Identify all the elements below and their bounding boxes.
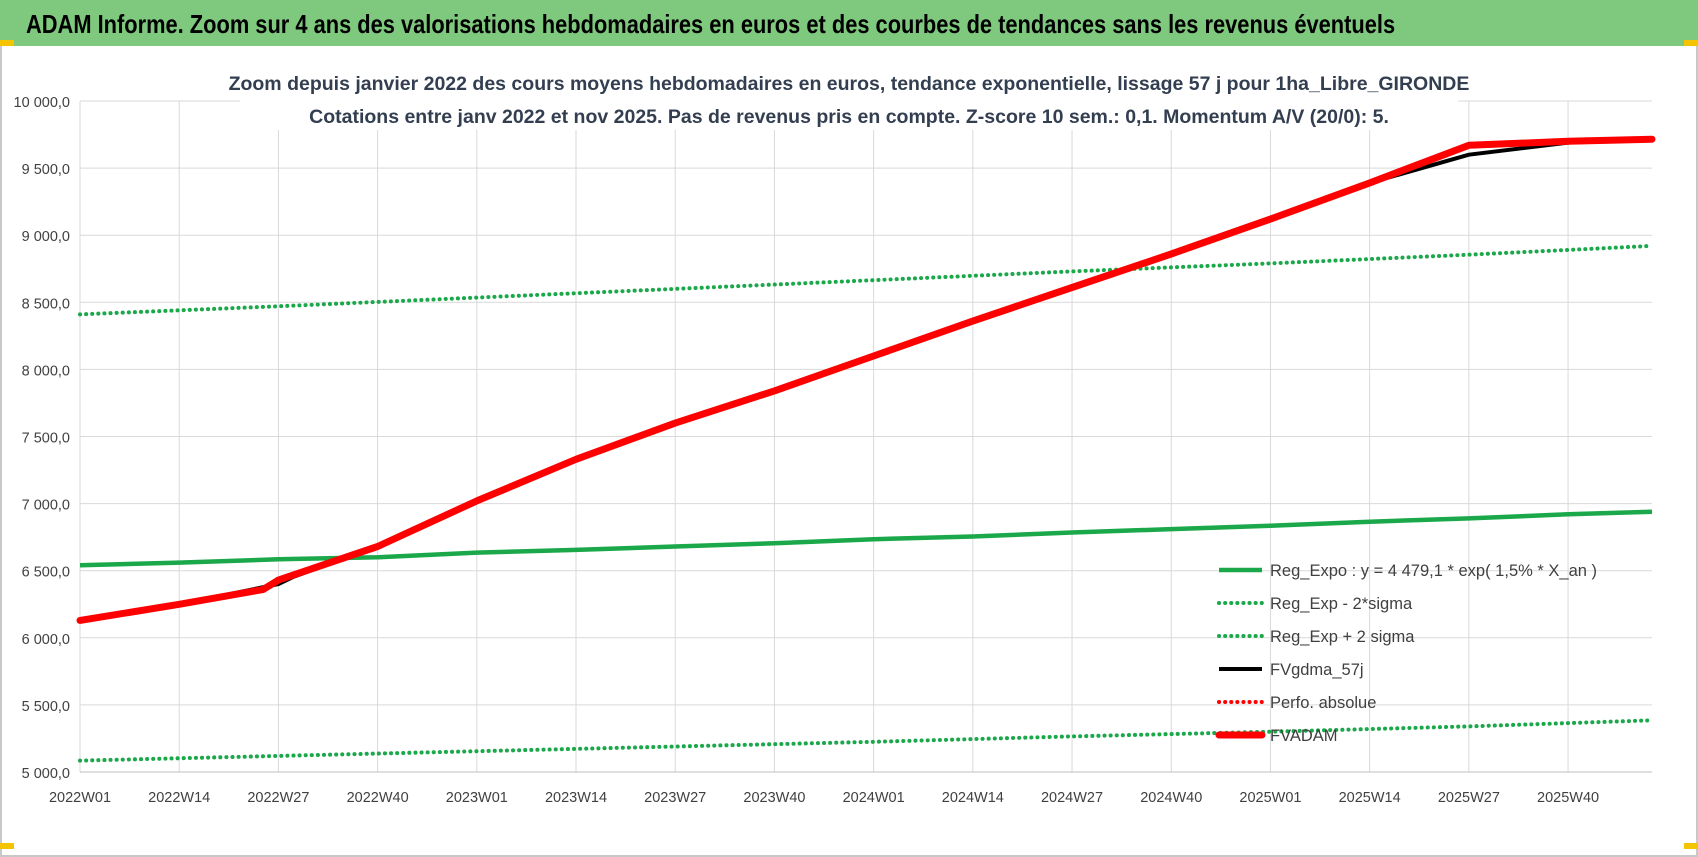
corner-marker	[0, 40, 14, 46]
x-tick-label: 2023W01	[446, 790, 508, 806]
series-line-reg-exp-2-sigma	[78, 243, 1654, 317]
y-tick-label: 9 000,0	[22, 229, 70, 245]
x-tick-label: 2022W01	[49, 790, 111, 806]
x-tick-label: 2024W40	[1140, 790, 1202, 806]
line-chart: 5 000,0 5 500,0 6 000,0 6 500,0 7 000,0 7 500…	[14, 68, 1656, 806]
grid	[79, 100, 1652, 773]
chart-subtitle: Cotations entre janv 2022 et nov 2025. P…	[309, 106, 1389, 128]
corner-marker	[1684, 843, 1698, 849]
x-tick-label: 2022W27	[247, 790, 309, 806]
legend-label: FVADAM	[1270, 727, 1338, 745]
legend-label: FVgdma_57j	[1270, 661, 1364, 679]
x-tick-label: 2025W01	[1239, 790, 1301, 806]
legend: Reg_Expo : y = 4 479,1 * exp( 1,5% * X_a…	[1215, 562, 1597, 745]
corner-marker	[0, 843, 14, 849]
banner-title: ADAM Informe. Zoom sur 4 ans des valoris…	[26, 9, 1396, 39]
y-tick-label: 9 500,0	[22, 162, 70, 178]
series-line-fvadam	[76, 135, 1656, 624]
y-tick-label: 5 500,0	[22, 699, 70, 715]
y-tick-label: 6 000,0	[22, 632, 70, 648]
y-tick-label: 7 000,0	[22, 498, 70, 514]
series-lines	[76, 135, 1656, 763]
legend-label: Perfo. absolue	[1270, 694, 1376, 712]
x-tick-label: 2024W14	[942, 790, 1004, 806]
y-tick-label: 10 000,0	[14, 95, 70, 111]
x-axis-ticks: 2022W01 2022W14 2022W27 2022W40 2023W01 2023W…	[49, 790, 1599, 806]
series-line-fvgdma-57j	[79, 137, 1653, 623]
x-tick-label: 2023W40	[743, 790, 805, 806]
series-line-reg-exp-2-sigma	[78, 718, 1654, 763]
x-tick-label: 2025W27	[1438, 790, 1500, 806]
y-tick-label: 6 500,0	[22, 565, 70, 581]
corner-marker	[1684, 40, 1698, 46]
legend-label: Reg_Exp + 2 sigma	[1270, 628, 1415, 646]
y-tick-label: 8 500,0	[22, 296, 70, 312]
series-line-reg-expo-y-4-479-1-exp-1-5-x-an	[79, 509, 1653, 568]
header-banner: ADAM Informe. Zoom sur 4 ans des valoris…	[0, 0, 1698, 46]
x-tick-label: 2025W14	[1339, 790, 1401, 806]
legend-label: Reg_Expo : y = 4 479,1 * exp( 1,5% * X_a…	[1270, 562, 1597, 580]
chart-title: Zoom depuis janvier 2022 des cours moyen…	[229, 73, 1470, 95]
x-tick-label: 2023W14	[545, 790, 607, 806]
x-tick-label: 2023W27	[644, 790, 706, 806]
x-tick-label: 2022W14	[148, 790, 210, 806]
x-tick-label: 2024W01	[843, 790, 905, 806]
x-tick-label: 2024W27	[1041, 790, 1103, 806]
x-tick-label: 2022W40	[347, 790, 409, 806]
legend-label: Reg_Exp - 2*sigma	[1270, 595, 1413, 613]
title-backdrop	[240, 68, 1458, 130]
y-axis-ticks: 5 000,0 5 500,0 6 000,0 6 500,0 7 000,0 7 500…	[14, 95, 70, 782]
y-tick-label: 8 000,0	[22, 363, 70, 379]
x-tick-label: 2025W40	[1537, 790, 1599, 806]
y-tick-label: 5 000,0	[22, 766, 70, 782]
y-tick-label: 7 500,0	[22, 431, 70, 447]
